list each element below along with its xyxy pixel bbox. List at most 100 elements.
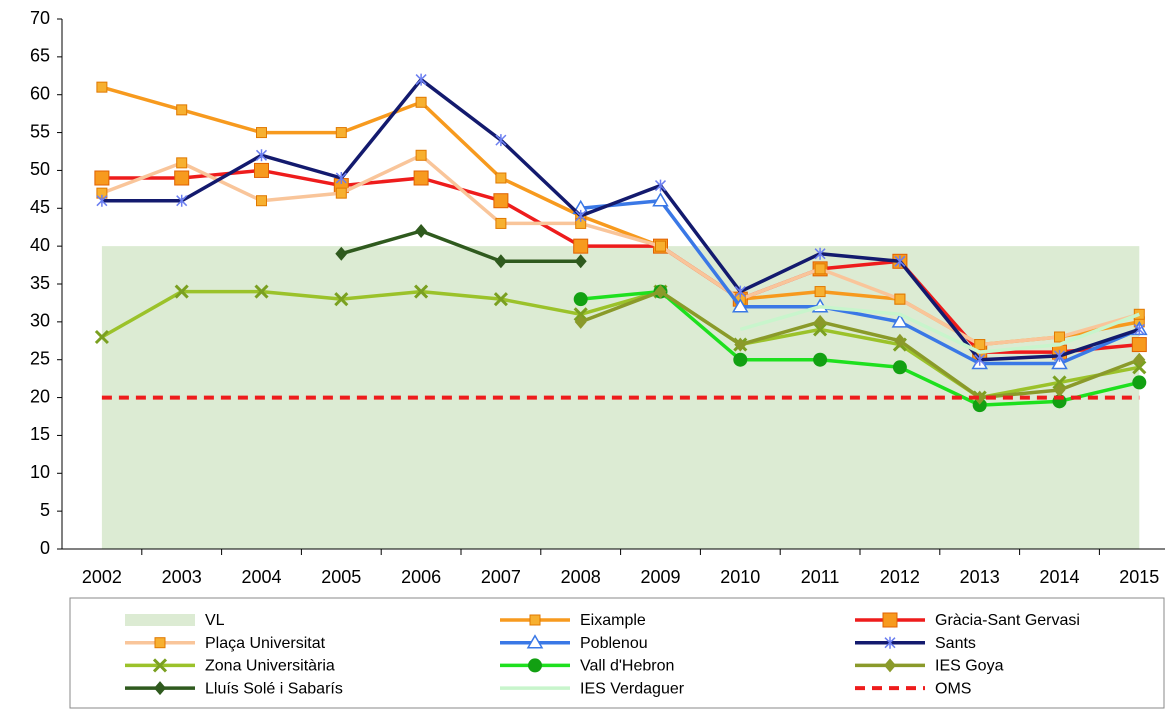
y-tick-label: 40 <box>30 235 50 255</box>
marker <box>1133 323 1145 336</box>
marker <box>174 170 190 186</box>
marker <box>884 658 896 673</box>
marker <box>1051 355 1068 370</box>
marker <box>1054 331 1065 343</box>
marker <box>174 284 189 299</box>
marker <box>335 187 347 199</box>
legend-label: IES Verdaguer <box>580 680 685 697</box>
y-tick-label: 60 <box>30 83 50 103</box>
legend-label: IES Goya <box>935 658 1004 675</box>
line <box>580 289 1140 400</box>
marker <box>974 353 986 366</box>
x-tick-label: 2006 <box>401 567 441 587</box>
marker <box>96 81 108 93</box>
marker <box>176 157 188 169</box>
legend-label: VL <box>205 612 225 629</box>
legend-label: Plaça Universitat <box>205 635 326 652</box>
marker <box>256 127 267 139</box>
marker <box>573 292 588 307</box>
marker <box>526 634 544 649</box>
line <box>739 304 1140 354</box>
marker <box>972 398 987 413</box>
marker <box>415 73 427 86</box>
marker <box>882 612 898 628</box>
line <box>101 77 1140 362</box>
x-tick-label: 2012 <box>880 567 920 587</box>
x-tick-label: 2005 <box>321 567 361 587</box>
marker <box>733 352 748 367</box>
marker <box>493 292 508 307</box>
legend-label: Sants <box>935 635 976 652</box>
legend-label: Lluís Solé i Sabarís <box>205 680 343 697</box>
marker <box>94 329 109 345</box>
y-tick-label: 70 <box>30 8 50 28</box>
series <box>96 73 1145 366</box>
marker <box>574 314 587 329</box>
marker <box>894 293 906 305</box>
marker <box>574 254 587 269</box>
y-tick-label: 65 <box>30 46 50 66</box>
marker <box>892 360 907 375</box>
x-tick-label: 2002 <box>82 567 122 587</box>
marker <box>256 195 267 207</box>
x-tick-label: 2003 <box>162 567 202 587</box>
marker <box>495 134 507 147</box>
marker <box>974 339 986 351</box>
legend-label: OMS <box>935 680 971 697</box>
x-tick-label: 2011 <box>801 567 840 587</box>
legend-label: Eixample <box>580 612 646 629</box>
series <box>739 304 1140 354</box>
marker <box>973 390 986 405</box>
marker <box>654 284 667 299</box>
marker <box>529 614 541 626</box>
line <box>340 229 581 264</box>
marker <box>893 333 906 348</box>
legend-label: Poblenou <box>580 635 648 652</box>
marker <box>415 224 428 238</box>
series <box>574 284 1146 405</box>
marker <box>1132 360 1147 375</box>
marker <box>154 637 166 649</box>
legend-label: Vall d'Hebron <box>580 658 674 675</box>
marker <box>415 149 427 161</box>
marker <box>493 193 509 209</box>
marker <box>1053 349 1066 362</box>
legend-label: Zona Universitària <box>205 658 335 675</box>
marker <box>891 313 909 328</box>
marker <box>734 285 746 298</box>
line <box>580 289 1140 407</box>
marker <box>96 194 108 207</box>
marker <box>335 246 348 261</box>
marker <box>254 284 269 299</box>
y-tick-label: 30 <box>30 311 50 331</box>
legend-label: Gràcia-Sant Gervasi <box>935 612 1080 629</box>
marker <box>494 254 507 269</box>
marker <box>814 286 826 298</box>
marker <box>1052 375 1067 390</box>
marker <box>814 314 827 329</box>
marker <box>813 322 828 337</box>
x-tick-label: 2007 <box>481 567 521 587</box>
x-tick-label: 2014 <box>1039 567 1079 587</box>
marker <box>573 307 588 322</box>
marker <box>495 172 507 184</box>
marker <box>176 194 188 207</box>
marker <box>1131 337 1147 353</box>
marker <box>415 96 427 108</box>
marker <box>176 104 188 116</box>
marker <box>528 658 542 673</box>
line <box>101 153 1140 347</box>
marker <box>414 284 429 299</box>
marker <box>1053 383 1066 397</box>
y-tick-label: 5 <box>40 500 50 520</box>
marker <box>573 238 589 254</box>
series <box>335 224 587 269</box>
marker <box>655 240 666 252</box>
legend-box <box>69 597 1165 709</box>
x-tick-label: 2008 <box>561 567 601 587</box>
marker <box>152 658 168 673</box>
marker <box>334 292 349 307</box>
y-tick-label: 20 <box>30 386 50 406</box>
marker <box>335 127 347 139</box>
